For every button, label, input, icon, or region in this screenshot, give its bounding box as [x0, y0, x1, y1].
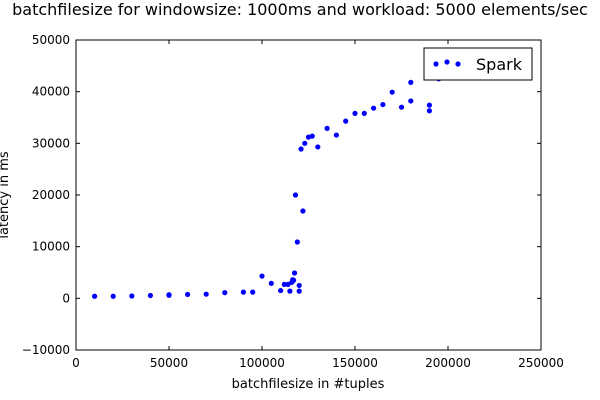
legend-label: Spark [476, 55, 523, 74]
x-tick-label: 100000 [239, 356, 285, 370]
y-tick-label: 0 [62, 291, 70, 305]
data-points [92, 76, 442, 299]
x-tick-label: 50000 [150, 356, 188, 370]
y-tick-label: −10000 [22, 343, 70, 357]
data-point [315, 144, 321, 150]
y-axis: −10000 0 10000 20000 30000 40000 50000 [22, 33, 541, 357]
data-point [294, 239, 300, 245]
data-point [291, 277, 297, 283]
data-point [129, 293, 135, 299]
legend: Spark [423, 47, 533, 81]
y-tick-label: 20000 [32, 188, 70, 202]
y-axis-label: latency in ms [0, 151, 12, 239]
data-point [389, 89, 395, 95]
data-point [408, 98, 414, 104]
plot-area [75, 39, 542, 351]
legend-marker [444, 59, 450, 65]
data-point [92, 293, 98, 299]
legend-box [423, 47, 533, 81]
data-point [298, 146, 304, 152]
chart-title: batchfilesize for windowsize: 1000ms and… [12, 0, 588, 19]
y-tick-label: 40000 [32, 85, 70, 99]
data-point [302, 140, 308, 146]
data-point [278, 287, 284, 294]
data-point [166, 292, 172, 298]
data-point [408, 79, 414, 85]
data-point [343, 118, 349, 124]
legend-marker [433, 61, 439, 67]
data-point [240, 289, 246, 295]
data-point [185, 291, 191, 298]
x-tick-label: 150000 [332, 356, 378, 370]
data-point [426, 102, 432, 108]
data-point [309, 133, 315, 139]
y-tick-label: 50000 [32, 33, 70, 47]
data-point [287, 288, 293, 294]
x-axis: 0 50000 100000 150000 200000 250000 [72, 40, 564, 370]
data-point [426, 108, 432, 114]
data-point [361, 110, 367, 116]
data-point [296, 288, 302, 294]
data-point [250, 289, 256, 295]
data-point [292, 192, 299, 198]
legend-marker [455, 61, 461, 67]
data-point [324, 125, 330, 131]
data-point [110, 293, 116, 299]
data-point [268, 280, 274, 286]
data-point [281, 281, 287, 287]
data-point [259, 273, 265, 279]
x-tick-label: 250000 [518, 356, 564, 370]
data-point [333, 132, 339, 138]
data-point [296, 282, 302, 289]
data-point [380, 101, 386, 108]
data-point [147, 292, 153, 299]
data-point [203, 291, 209, 297]
data-point [222, 290, 228, 296]
data-point [371, 105, 377, 111]
y-tick-label: 10000 [32, 240, 70, 254]
data-point [300, 208, 306, 214]
x-tick-label: 0 [72, 356, 80, 370]
x-axis-label: batchfilesize in #tuples [232, 377, 385, 392]
data-point [291, 270, 298, 276]
y-tick-label: 30000 [32, 136, 70, 150]
data-point [398, 104, 405, 110]
data-point [352, 110, 358, 116]
x-tick-label: 200000 [425, 356, 471, 370]
